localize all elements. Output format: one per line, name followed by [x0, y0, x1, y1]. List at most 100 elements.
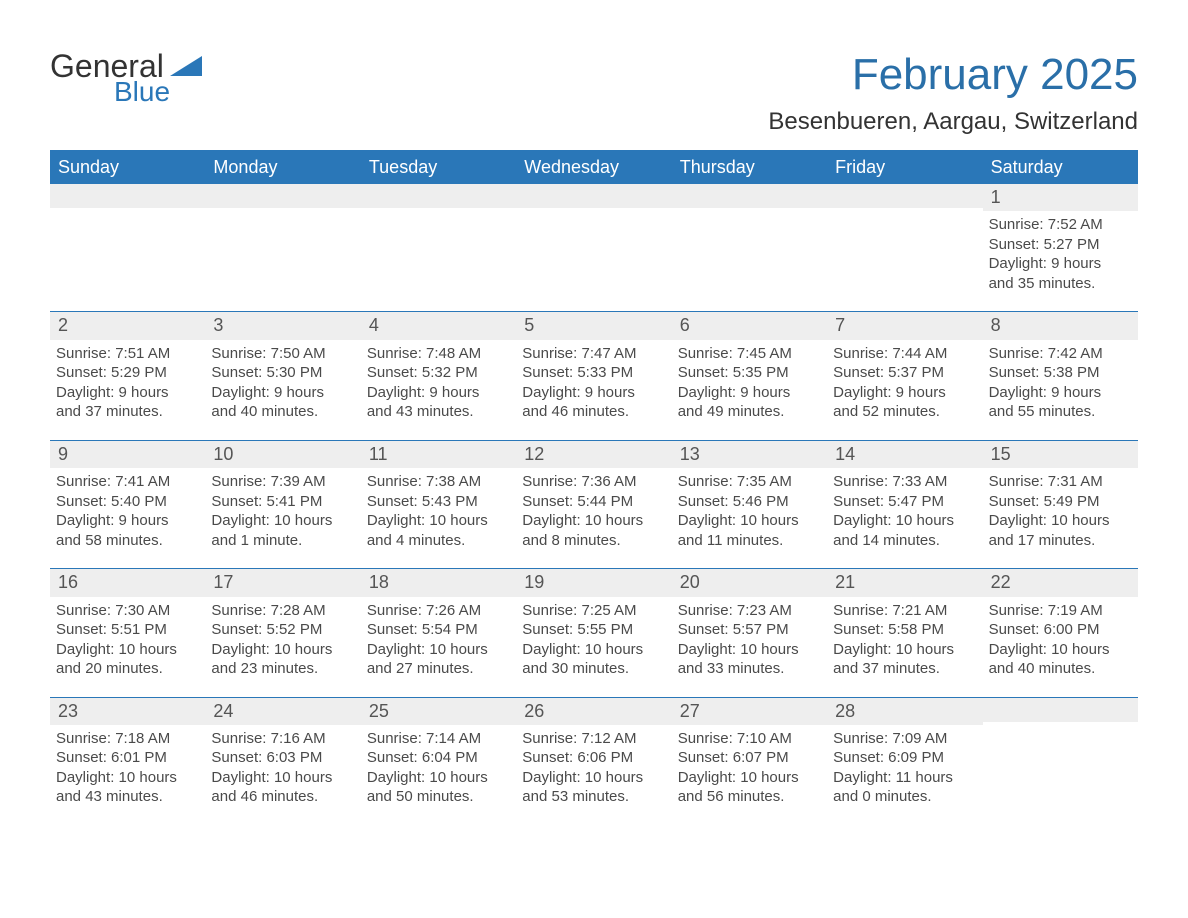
calendar-day-cell: 24Sunrise: 7:16 AMSunset: 6:03 PMDayligh… — [205, 698, 360, 825]
calendar-body: 1Sunrise: 7:52 AMSunset: 5:27 PMDaylight… — [50, 184, 1138, 825]
calendar-day-cell: 4Sunrise: 7:48 AMSunset: 5:32 PMDaylight… — [361, 312, 516, 439]
calendar-day-cell: 28Sunrise: 7:09 AMSunset: 6:09 PMDayligh… — [827, 698, 982, 825]
day-detail-sunset: Sunset: 6:06 PM — [522, 748, 665, 768]
day-number — [361, 184, 516, 208]
day-detail-day1: Daylight: 10 hours — [56, 768, 199, 788]
day-number: 6 — [672, 312, 827, 339]
day-detail-sunset: Sunset: 5:37 PM — [833, 363, 976, 383]
weekday-header: Monday — [205, 151, 360, 184]
day-detail-sunrise: Sunrise: 7:25 AM — [522, 601, 665, 621]
day-detail-day1: Daylight: 10 hours — [989, 511, 1132, 531]
day-detail-sunrise: Sunrise: 7:31 AM — [989, 472, 1132, 492]
day-detail-sunset: Sunset: 5:43 PM — [367, 492, 510, 512]
day-number — [672, 184, 827, 208]
calendar-day-cell: 18 Sunrise: 7:26 AMSunset: 5:54 PMDayligh… — [361, 569, 516, 696]
day-detail-day2: and 23 minutes. — [211, 659, 354, 679]
weekday-header: Thursday — [672, 151, 827, 184]
weekday-header: Wednesday — [516, 151, 671, 184]
day-detail-sunrise: Sunrise: 7:51 AM — [56, 344, 199, 364]
day-detail-sunset: Sunset: 5:58 PM — [833, 620, 976, 640]
calendar-day-cell: 21Sunrise: 7:21 AMSunset: 5:58 PMDayligh… — [827, 569, 982, 696]
day-detail-sunset: Sunset: 6:07 PM — [678, 748, 821, 768]
day-detail-sunrise: Sunrise: 7:52 AM — [989, 215, 1132, 235]
calendar-week: 16Sunrise: 7:30 AMSunset: 5:51 PMDayligh… — [50, 568, 1138, 696]
day-detail-sunset: Sunset: 5:47 PM — [833, 492, 976, 512]
day-number: 18 — [361, 569, 516, 596]
calendar-day-cell — [50, 184, 205, 311]
day-detail-day2: and 37 minutes. — [833, 659, 976, 679]
day-number: 26 — [516, 698, 671, 725]
day-detail-sunrise: Sunrise: 7:41 AM — [56, 472, 199, 492]
calendar-day-cell: 25Sunrise: 7:14 AMSunset: 6:04 PMDayligh… — [361, 698, 516, 825]
day-detail-sunrise: Sunrise: 7:45 AM — [678, 344, 821, 364]
day-detail-day1: Daylight: 10 hours — [56, 640, 199, 660]
day-detail-sunset: Sunset: 5:32 PM — [367, 363, 510, 383]
weekday-header: Saturday — [983, 151, 1138, 184]
day-detail-sunset: Sunset: 5:52 PM — [211, 620, 354, 640]
weekday-header-row: SundayMondayTuesdayWednesdayThursdayFrid… — [50, 151, 1138, 184]
weekday-header: Tuesday — [361, 151, 516, 184]
day-detail-sunset: Sunset: 6:03 PM — [211, 748, 354, 768]
day-detail-sunrise: Sunrise: 7:10 AM — [678, 729, 821, 749]
day-detail-day2: and 33 minutes. — [678, 659, 821, 679]
day-detail-sunset: Sunset: 5:27 PM — [989, 235, 1132, 255]
day-detail-sunset: Sunset: 6:09 PM — [833, 748, 976, 768]
calendar-day-cell: 8Sunrise: 7:42 AMSunset: 5:38 PMDaylight… — [983, 312, 1138, 439]
day-number: 5 — [516, 312, 671, 339]
day-detail-sunset: Sunset: 5:44 PM — [522, 492, 665, 512]
day-detail-sunrise: Sunrise: 7:30 AM — [56, 601, 199, 621]
day-detail-sunset: Sunset: 6:04 PM — [367, 748, 510, 768]
day-detail-sunrise: Sunrise: 7:38 AM — [367, 472, 510, 492]
day-detail-day1: Daylight: 10 hours — [833, 511, 976, 531]
day-number: 11 — [361, 441, 516, 468]
calendar-day-cell: 14Sunrise: 7:33 AMSunset: 5:47 PMDayligh… — [827, 441, 982, 568]
day-detail-day1: Daylight: 10 hours — [678, 768, 821, 788]
day-detail-sunrise: Sunrise: 7:21 AM — [833, 601, 976, 621]
day-detail-day1: Daylight: 10 hours — [211, 511, 354, 531]
day-detail-day1: Daylight: 10 hours — [833, 640, 976, 660]
day-detail-day2: and 49 minutes. — [678, 402, 821, 422]
weekday-header: Sunday — [50, 151, 205, 184]
calendar-week: 2Sunrise: 7:51 AMSunset: 5:29 PMDaylight… — [50, 311, 1138, 439]
day-detail-sunset: Sunset: 5:35 PM — [678, 363, 821, 383]
day-number: 4 — [361, 312, 516, 339]
day-detail-sunset: Sunset: 5:54 PM — [367, 620, 510, 640]
calendar-day-cell: 3Sunrise: 7:50 AMSunset: 5:30 PMDaylight… — [205, 312, 360, 439]
day-number: 14 — [827, 441, 982, 468]
day-detail-day1: Daylight: 9 hours — [989, 383, 1132, 403]
day-detail-sunrise: Sunrise: 7:39 AM — [211, 472, 354, 492]
day-detail-day2: and 35 minutes. — [989, 274, 1132, 294]
day-detail-sunset: Sunset: 5:46 PM — [678, 492, 821, 512]
day-detail-sunset: Sunset: 6:00 PM — [989, 620, 1132, 640]
day-number: 13 — [672, 441, 827, 468]
day-detail-day2: and 53 minutes. — [522, 787, 665, 807]
day-detail-day1: Daylight: 10 hours — [522, 640, 665, 660]
calendar-day-cell: 9Sunrise: 7:41 AMSunset: 5:40 PMDaylight… — [50, 441, 205, 568]
day-detail-sunrise: Sunrise: 7:19 AM — [989, 601, 1132, 621]
day-detail-sunset: Sunset: 6:01 PM — [56, 748, 199, 768]
day-detail-day1: Daylight: 10 hours — [211, 640, 354, 660]
day-detail-day2: and 1 minute. — [211, 531, 354, 551]
day-detail-sunrise: Sunrise: 7:28 AM — [211, 601, 354, 621]
day-detail-day2: and 46 minutes. — [522, 402, 665, 422]
day-number — [827, 184, 982, 208]
day-number: 16 — [50, 569, 205, 596]
calendar-day-cell: 2Sunrise: 7:51 AMSunset: 5:29 PMDaylight… — [50, 312, 205, 439]
day-detail-sunset: Sunset: 5:41 PM — [211, 492, 354, 512]
calendar-day-cell — [983, 698, 1138, 825]
day-number: 17 — [205, 569, 360, 596]
day-detail-day2: and 43 minutes. — [56, 787, 199, 807]
day-detail-day1: Daylight: 10 hours — [522, 768, 665, 788]
day-detail-day1: Daylight: 9 hours — [56, 511, 199, 531]
day-detail-sunrise: Sunrise: 7:26 AM — [367, 601, 510, 621]
day-detail-sunset: Sunset: 5:55 PM — [522, 620, 665, 640]
header: General Blue February 2025 Besenbueren, … — [50, 50, 1138, 142]
day-detail-sunrise: Sunrise: 7:42 AM — [989, 344, 1132, 364]
day-detail-day1: Daylight: 10 hours — [211, 768, 354, 788]
calendar-day-cell: 5Sunrise: 7:47 AMSunset: 5:33 PMDaylight… — [516, 312, 671, 439]
day-detail-day2: and 14 minutes. — [833, 531, 976, 551]
day-detail-day1: Daylight: 10 hours — [367, 640, 510, 660]
day-detail-sunset: Sunset: 5:40 PM — [56, 492, 199, 512]
calendar-day-cell — [827, 184, 982, 311]
day-number: 27 — [672, 698, 827, 725]
